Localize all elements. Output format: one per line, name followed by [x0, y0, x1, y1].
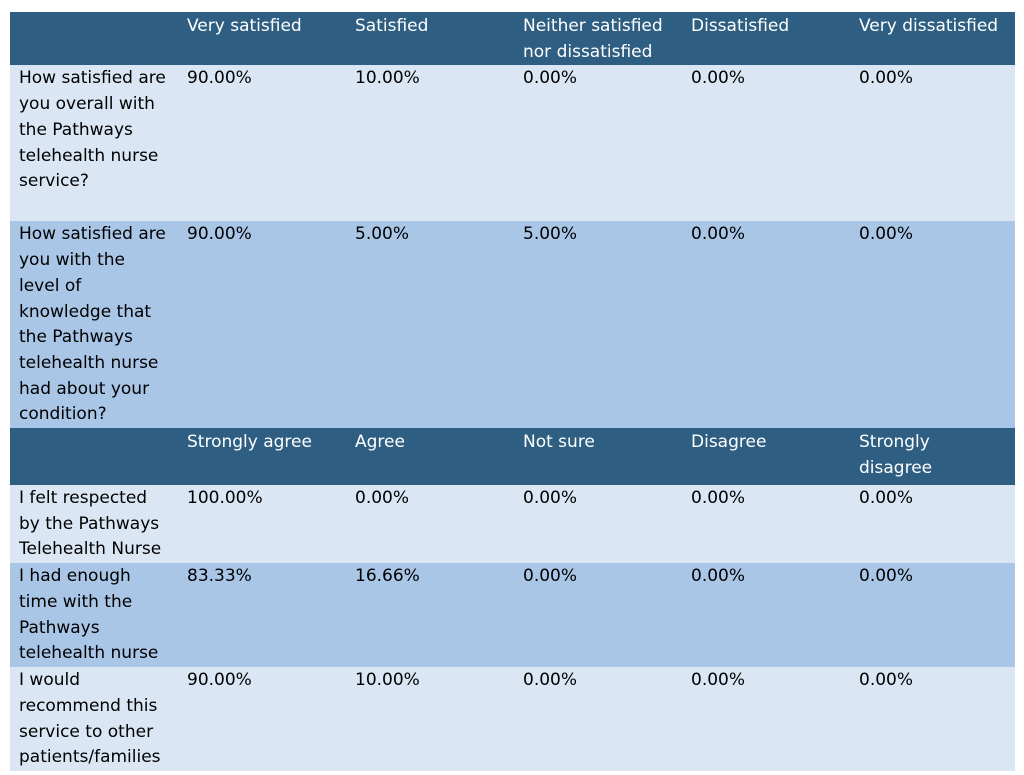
table-row: How satisfied are you with the level of …	[10, 221, 1015, 429]
question-cell: How satisfied are you overall with the P…	[10, 65, 178, 222]
value-cell: 0.00%	[346, 485, 514, 564]
table-row: I would recommend this service to other …	[10, 667, 1015, 771]
satisfaction-header-row: Very satisfied Satisfied Neither satisfi…	[10, 12, 1015, 66]
value-cell: 0.00%	[850, 65, 1015, 222]
header-neither: Neither satisfied nor dissatisfied	[514, 12, 682, 66]
value-cell: 16.66%	[346, 563, 514, 668]
value-cell: 100.00%	[178, 485, 346, 564]
header-disagree: Disagree	[682, 428, 850, 486]
value-cell: 90.00%	[178, 65, 346, 222]
question-cell: I had enough time with the Pathways tele…	[10, 563, 178, 668]
value-cell: 0.00%	[514, 667, 682, 771]
survey-results-table: Very satisfied Satisfied Neither satisfi…	[10, 12, 1015, 771]
value-cell: 83.33%	[178, 563, 346, 668]
value-cell: 0.00%	[682, 485, 850, 564]
header-agree: Agree	[346, 428, 514, 486]
value-cell: 0.00%	[850, 221, 1015, 429]
value-cell: 0.00%	[850, 667, 1015, 771]
value-cell: 0.00%	[514, 563, 682, 668]
value-cell: 0.00%	[682, 667, 850, 771]
header-blank-cell	[10, 428, 178, 486]
header-very-dissatisfied: Very dissatisfied	[850, 12, 1015, 66]
value-cell: 5.00%	[514, 221, 682, 429]
value-cell: 10.00%	[346, 65, 514, 222]
table-row: How satisfied are you overall with the P…	[10, 65, 1015, 222]
value-cell: 0.00%	[850, 563, 1015, 668]
value-cell: 90.00%	[178, 221, 346, 429]
question-cell: I felt respected by the Pathways Telehea…	[10, 485, 178, 564]
table-row: I felt respected by the Pathways Telehea…	[10, 485, 1015, 564]
value-cell: 0.00%	[850, 485, 1015, 564]
header-strongly-agree: Strongly agree	[178, 428, 346, 486]
value-cell: 0.00%	[514, 65, 682, 222]
header-satisfied: Satisfied	[346, 12, 514, 66]
agreement-header-row: Strongly agree Agree Not sure Disagree S…	[10, 428, 1015, 486]
header-not-sure: Not sure	[514, 428, 682, 486]
value-cell: 0.00%	[682, 65, 850, 222]
value-cell: 10.00%	[346, 667, 514, 771]
value-cell: 0.00%	[682, 221, 850, 429]
question-cell: I would recommend this service to other …	[10, 667, 178, 771]
value-cell: 0.00%	[514, 485, 682, 564]
header-very-satisfied: Very satisfied	[178, 12, 346, 66]
table-row: I had enough time with the Pathways tele…	[10, 563, 1015, 668]
value-cell: 90.00%	[178, 667, 346, 771]
header-dissatisfied: Dissatisfied	[682, 12, 850, 66]
value-cell: 5.00%	[346, 221, 514, 429]
value-cell: 0.00%	[682, 563, 850, 668]
header-blank-cell	[10, 12, 178, 66]
question-cell: How satisfied are you with the level of …	[10, 221, 178, 429]
header-strongly-disagree: Strongly disagree	[850, 428, 1015, 486]
